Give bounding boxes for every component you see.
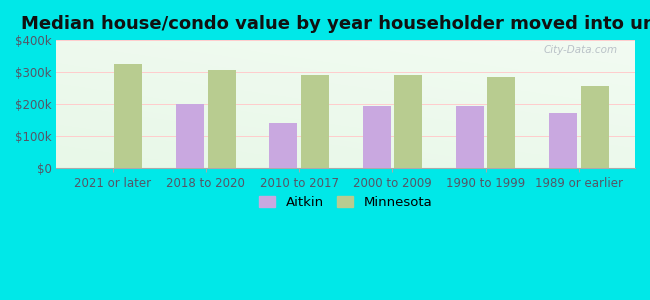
Text: City-Data.com: City-Data.com <box>543 45 618 55</box>
Title: Median house/condo value by year householder moved into unit: Median house/condo value by year househo… <box>21 15 650 33</box>
Bar <box>176 103 204 168</box>
Bar <box>580 86 608 168</box>
Bar <box>363 106 391 168</box>
Bar <box>549 113 577 168</box>
Bar <box>456 106 484 168</box>
Legend: Aitkin, Minnesota: Aitkin, Minnesota <box>254 191 437 214</box>
Bar <box>114 64 142 168</box>
Bar <box>488 77 515 168</box>
Bar <box>395 75 423 168</box>
Bar <box>269 123 297 168</box>
Bar <box>301 75 329 168</box>
Bar <box>208 70 236 168</box>
